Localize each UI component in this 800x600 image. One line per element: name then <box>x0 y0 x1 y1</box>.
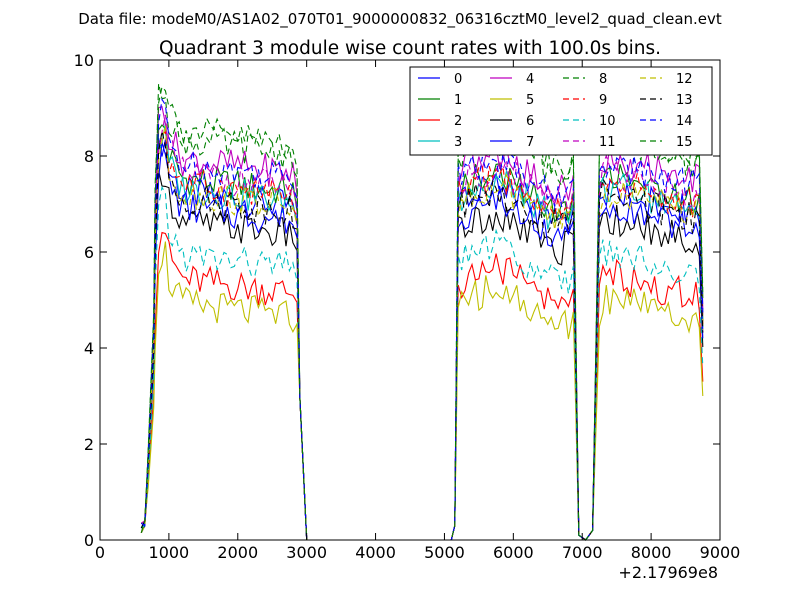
y-tick-label: 10 <box>74 51 94 70</box>
x-tick-label: 3000 <box>286 543 327 562</box>
series-line-14 <box>140 97 704 541</box>
legend-label-7: 7 <box>526 135 534 150</box>
x-tick-label: 2000 <box>217 543 258 562</box>
x-tick-label: 7000 <box>562 543 603 562</box>
legend-label-15: 15 <box>676 135 693 150</box>
x-tick-label: 6000 <box>493 543 534 562</box>
legend-label-11: 11 <box>599 135 616 150</box>
legend-label-4: 4 <box>526 72 534 87</box>
series-line-5 <box>140 241 704 541</box>
legend-label-2: 2 <box>454 114 462 129</box>
legend-label-1: 1 <box>454 93 462 108</box>
legend-label-8: 8 <box>599 72 607 87</box>
series-line-10 <box>140 185 704 541</box>
series-line-9 <box>140 130 704 541</box>
legend-box <box>409 66 713 156</box>
x-tick-label: 4000 <box>355 543 396 562</box>
legend-label-9: 9 <box>599 93 607 108</box>
y-tick-label: 2 <box>84 435 94 454</box>
chart-title: Quadrant 3 module wise count rates with … <box>159 38 661 59</box>
legend-label-6: 6 <box>526 114 534 129</box>
series-line-11 <box>140 114 704 541</box>
x-tick-label: 0 <box>95 543 105 562</box>
figure-suptitle: Data file: modeM0/AS1A02_070T01_90000008… <box>78 10 722 29</box>
y-tick-label: 0 <box>84 531 94 550</box>
x-tick-label: 5000 <box>424 543 465 562</box>
x-tick-label: 8000 <box>631 543 672 562</box>
legend-label-12: 12 <box>676 72 693 87</box>
legend-label-14: 14 <box>676 114 693 129</box>
series-line-13 <box>140 130 704 541</box>
legend-label-10: 10 <box>599 114 616 129</box>
legend-label-0: 0 <box>454 72 462 87</box>
series-line-7 <box>140 142 704 541</box>
x-offset-label: +2.17969e8 <box>618 563 718 582</box>
y-tick-label: 6 <box>84 243 94 262</box>
legend-label-3: 3 <box>454 135 462 150</box>
legend-label-13: 13 <box>676 93 693 108</box>
x-tick-label: 9000 <box>700 543 741 562</box>
series-line-1 <box>140 124 704 541</box>
y-tick-label: 8 <box>84 147 94 166</box>
series-line-2 <box>140 231 704 541</box>
x-tick-label: 1000 <box>149 543 190 562</box>
plot-frame <box>99 59 721 541</box>
ticks-layer: 0 1000 2000 3000 4000 5000 6000 7000 8000 9000 0 2 4… <box>74 51 741 562</box>
legend-label-5: 5 <box>526 93 534 108</box>
y-tick-label: 4 <box>84 339 94 358</box>
